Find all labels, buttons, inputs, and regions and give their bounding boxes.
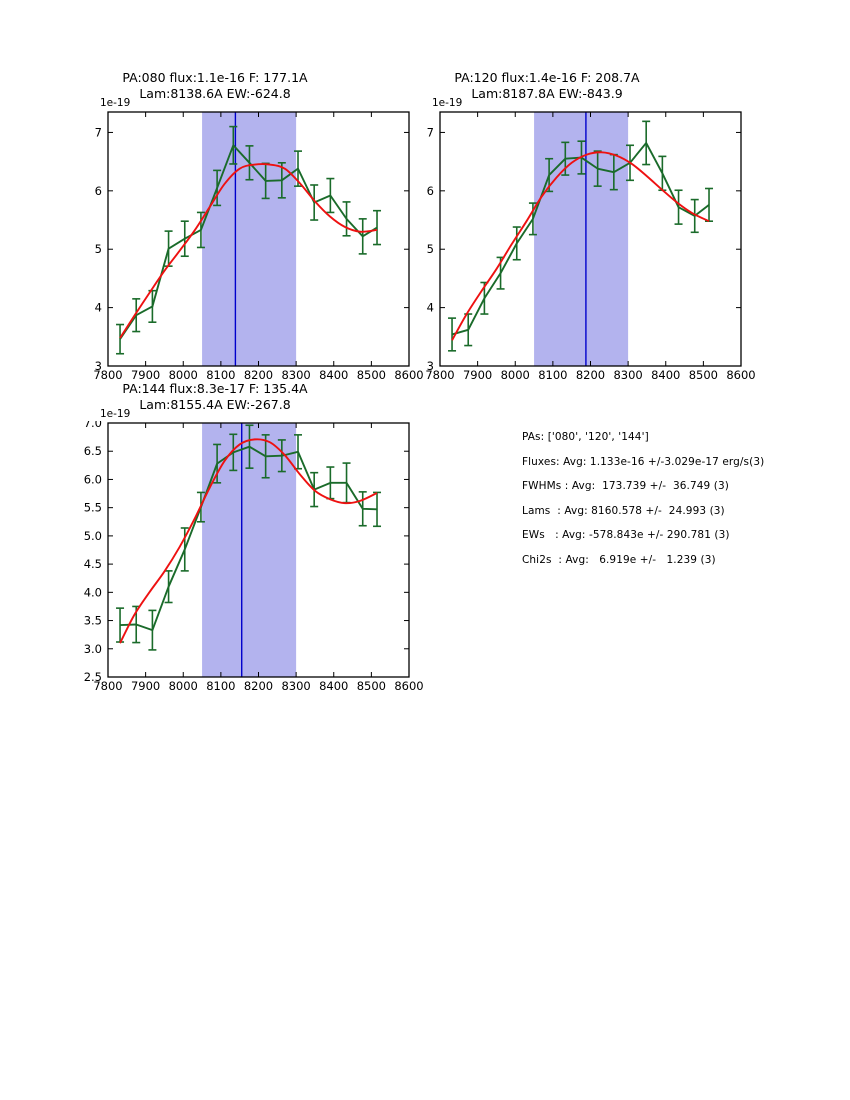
- x-tick-label: 8600: [394, 368, 423, 380]
- x-tick-label: 8100: [206, 368, 235, 380]
- panel-title-line2: Lam:8138.6A EW:-624.8: [139, 86, 291, 101]
- x-tick-label: 8100: [538, 368, 567, 380]
- panel-title-line1: PA:080 flux:1.1e-16 F: 177.1A: [122, 70, 308, 85]
- spectrum-line: [119, 144, 378, 340]
- y-tick-label: 6: [95, 184, 102, 198]
- panel-title-line2: Lam:8187.8A EW:-843.9: [471, 86, 623, 101]
- y-tick-label: 5: [95, 242, 102, 256]
- x-tick-label: 7900: [463, 368, 492, 380]
- x-tick-label: 7800: [425, 368, 454, 380]
- y-tick-label: 5: [427, 242, 434, 256]
- x-tick-label: 8500: [357, 679, 386, 693]
- y-tick-label: 5.5: [84, 501, 102, 515]
- x-tick-label: 8300: [281, 368, 310, 380]
- spectrum-line: [120, 445, 378, 632]
- y-tick-label: 7: [427, 125, 434, 139]
- x-tick-label: 8400: [319, 368, 348, 380]
- panel-title-line2: Lam:8155.4A EW:-267.8: [139, 397, 291, 412]
- plot-svg-pa-144: 7800 7900 8000 8100 8200 8300 8400 8500 8600 2.5 3…: [84, 421, 424, 693]
- x-tick-label: 8300: [613, 368, 642, 380]
- plot-svg-pa-080: 7800 7900 8000 8100 8200 8300 8400 8500 8600 3 4 5 6…: [93, 111, 424, 380]
- summary-line-pas: PAs: ['080', '120', '144']: [522, 431, 649, 443]
- x-tick-label: 8100: [206, 679, 235, 693]
- x-tick-label: 8600: [394, 679, 423, 693]
- y-tick-label: 3: [427, 359, 434, 373]
- y-tick-label: 6: [427, 184, 434, 198]
- y-offset-label-pa-080: 1e-19: [100, 97, 131, 109]
- axes-frame: [107, 422, 410, 678]
- y-tick-label: 7: [95, 125, 102, 139]
- panel-title-line1: PA:120 flux:1.4e-16 F: 208.7A: [454, 70, 640, 85]
- y-tick-label: 6.0: [84, 472, 102, 486]
- x-tick-label: 8500: [357, 368, 386, 380]
- x-tick-label: 8200: [244, 368, 273, 380]
- y-offset-label-pa-120: 1e-19: [432, 97, 463, 109]
- chart-panel-pa-120: PA:120 flux:1.4e-16 F: 208.7A Lam:8187.8A…: [332, 70, 762, 380]
- summary-line-chi2s: Chi2s : Avg: 6.919e +/- 1.239 (3): [522, 553, 716, 566]
- x-tick-label: 8000: [169, 368, 198, 380]
- y-tick-label: 4.0: [84, 585, 102, 599]
- summary-line-fwhms: FWHMs : Avg: 173.739 +/- 36.749 (3): [522, 480, 729, 492]
- panel-title-pa-120: PA:120 flux:1.4e-16 F: 208.7A Lam:8187.8A…: [332, 70, 762, 102]
- fit-curve: [119, 163, 378, 339]
- y-tick-label: 3: [95, 359, 102, 373]
- x-tick-label: 8200: [244, 679, 273, 693]
- summary-line-lams: Lams : Avg: 8160.578 +/- 24.993 (3): [522, 504, 725, 517]
- x-tick-label: 8400: [651, 368, 680, 380]
- panel-title-pa-144: PA:144 flux:8.3e-17 F: 135.4A Lam:8155.4A…: [0, 381, 430, 413]
- x-tick-label: 8200: [576, 368, 605, 380]
- fit-curve: [119, 438, 378, 644]
- chart-panel-pa-080: PA:080 flux:1.1e-16 F: 177.1A Lam:8138.6A…: [0, 70, 430, 380]
- summary-text-block: PAs: ['080', '120', '144'] Fluxes: Avg: …: [522, 431, 822, 578]
- y-tick-label: 2.5: [84, 670, 102, 684]
- y-tick-label: 7.0: [84, 421, 102, 430]
- x-tick-label: 8600: [726, 368, 755, 380]
- panel-title-line1: PA:144 flux:8.3e-17 F: 135.4A: [122, 381, 308, 396]
- x-tick-label: 8400: [319, 679, 348, 693]
- y-tick-label: 6.5: [84, 444, 102, 458]
- x-tick-label: 7900: [131, 368, 160, 380]
- x-tick-label: 7800: [93, 679, 122, 693]
- fit-curve: [451, 151, 710, 341]
- summary-line-fluxes: Fluxes: Avg: 1.133e-16 +/-3.029e-17 erg/…: [522, 455, 765, 468]
- x-tick-label: 8500: [689, 368, 718, 380]
- axes-frame: [439, 111, 742, 367]
- y-tick-label: 5.0: [84, 529, 102, 543]
- plot-svg-pa-120: 7800 7900 8000 8100 8200 8300 8400 8500 8600 3 4 5 6…: [425, 111, 756, 380]
- y-tick-label: 3.5: [84, 614, 102, 628]
- y-tick-label: 4: [95, 301, 102, 315]
- axes-frame: [107, 111, 410, 367]
- x-tick-label: 8300: [281, 679, 310, 693]
- y-tick-label: 3.0: [84, 642, 102, 656]
- y-offset-label-pa-144: 1e-19: [100, 408, 131, 420]
- x-tick-label: 8000: [169, 679, 198, 693]
- panel-title-pa-080: PA:080 flux:1.1e-16 F: 177.1A Lam:8138.6A…: [0, 70, 430, 102]
- y-tick-label: 4: [427, 301, 434, 315]
- chart-panel-pa-144: PA:144 flux:8.3e-17 F: 135.4A Lam:8155.4A…: [0, 381, 430, 701]
- x-tick-label: 8000: [501, 368, 530, 380]
- summary-line-ews: EWs : Avg: -578.843e +/- 290.781 (3): [522, 529, 730, 541]
- y-tick-label: 4.5: [84, 557, 102, 571]
- x-tick-label: 7900: [131, 679, 160, 693]
- x-tick-label: 7800: [93, 368, 122, 380]
